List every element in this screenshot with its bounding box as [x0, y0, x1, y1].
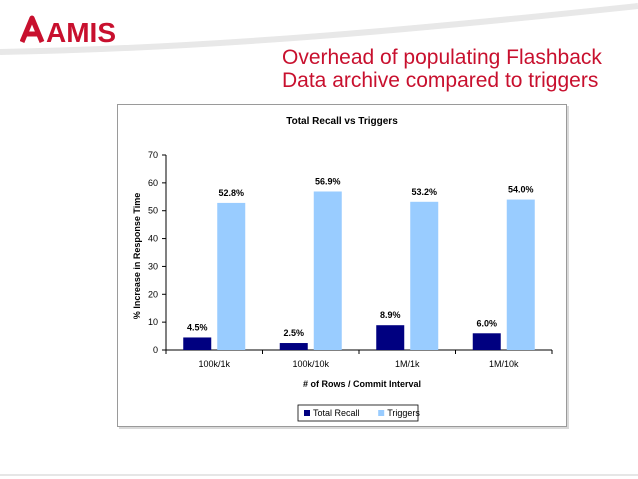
y-tick-label: 30: [148, 261, 158, 271]
data-label: 54.0%: [508, 185, 534, 195]
slide-title-line-1: Overhead of populating Flashback: [282, 46, 602, 69]
y-tick-label: 20: [148, 289, 158, 299]
bar-total-recall: [183, 337, 212, 350]
data-label: 53.2%: [411, 187, 437, 197]
bar-triggers: [506, 199, 535, 350]
y-axis-label: % Increase in Response Time: [132, 193, 142, 319]
bar-triggers: [313, 191, 342, 350]
x-tick-label: 1M/1k: [395, 359, 420, 369]
data-label: 56.9%: [315, 176, 341, 186]
data-label: 6.0%: [476, 318, 497, 328]
y-tick-label: 60: [148, 178, 158, 188]
y-tick-label: 50: [148, 206, 158, 216]
bottom-divider: [0, 474, 638, 476]
x-tick-label: 100k/1k: [198, 359, 230, 369]
legend-box: [297, 404, 419, 422]
bar-total-recall: [472, 333, 501, 350]
x-axis-label: # of Rows / Commit Interval: [303, 379, 421, 389]
x-tick-label: 100k/10k: [292, 359, 329, 369]
data-label: 52.8%: [218, 188, 244, 198]
bar-total-recall: [376, 325, 405, 350]
header-swoosh: [0, 0, 638, 55]
bar-triggers: [410, 201, 439, 350]
x-tick-label: 1M/10k: [489, 359, 519, 369]
data-label: 8.9%: [380, 310, 401, 320]
bar-total-recall: [279, 343, 308, 350]
slide-title-line-2: Data archive compared to triggers: [282, 69, 599, 92]
y-tick-label: 70: [148, 150, 158, 160]
y-tick-label: 40: [148, 234, 158, 244]
slide-title: Overhead of populating Flashback Data ar…: [282, 46, 632, 92]
y-tick-label: 0: [153, 345, 158, 355]
logo-text: AMIS: [46, 17, 116, 48]
data-label: 2.5%: [283, 328, 304, 338]
legend-swatch: [378, 410, 385, 416]
legend-entry: Triggers: [387, 408, 420, 418]
chart-container: Total Recall vs Triggers % Increase in R…: [117, 104, 567, 427]
chart-title: Total Recall vs Triggers: [286, 116, 398, 127]
bar-chart: Total Recall vs Triggers % Increase in R…: [132, 116, 553, 422]
data-label: 4.5%: [187, 322, 208, 332]
amis-logo: AMIS: [19, 12, 170, 48]
y-tick-label: 10: [148, 317, 158, 327]
bar-triggers: [217, 202, 246, 350]
chart-legend: Total Recall Triggers: [297, 404, 420, 422]
legend-swatch: [304, 410, 310, 416]
legend-entry: Total Recall: [313, 408, 360, 418]
